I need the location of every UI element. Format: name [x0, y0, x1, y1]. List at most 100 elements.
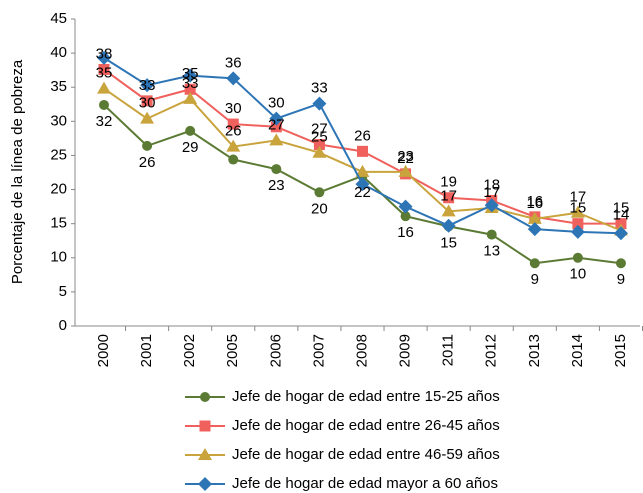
marker: [398, 199, 413, 214]
y-tick-label: 35: [50, 78, 67, 95]
legend-label: Jefe de hogar de edad entre 15-25 años: [232, 388, 500, 405]
marker: [199, 420, 211, 432]
data-label: 22: [354, 184, 371, 201]
marker: [570, 205, 585, 218]
marker: [185, 125, 196, 136]
data-label: 16: [526, 193, 543, 210]
data-label: 30: [139, 95, 156, 112]
x-tick-label: 2006: [267, 334, 284, 367]
data-label: 15: [440, 234, 457, 251]
marker: [270, 121, 282, 133]
data-label: 26: [354, 127, 371, 144]
data-label: 17: [570, 189, 587, 206]
marker: [228, 154, 239, 165]
marker: [200, 392, 210, 402]
marker: [312, 96, 327, 111]
marker: [227, 118, 239, 130]
marker: [356, 145, 368, 157]
data-label: 32: [96, 113, 113, 130]
marker: [400, 211, 411, 222]
y-tick-label: 45: [50, 10, 67, 27]
marker: [271, 164, 282, 175]
marker: [226, 71, 241, 86]
marker: [142, 140, 153, 151]
legend-label: Jefe de hogar de edad mayor a 60 años: [232, 475, 498, 492]
marker: [441, 218, 456, 233]
x-tick-label: 2002: [181, 334, 198, 367]
x-tick-label: 2009: [397, 334, 414, 367]
data-label: 26: [225, 123, 242, 140]
marker: [184, 83, 196, 95]
data-label: 35: [96, 65, 113, 82]
marker: [140, 78, 155, 93]
marker: [398, 164, 413, 177]
x-tick-label: 2000: [95, 334, 112, 367]
x-tick-label: 2005: [224, 334, 241, 367]
y-tick-label: 15: [50, 215, 67, 232]
y-tick-label: 10: [50, 249, 67, 266]
marker: [312, 145, 327, 158]
marker: [269, 133, 284, 146]
data-label: 14: [613, 206, 630, 223]
marker: [355, 177, 370, 192]
y-tick-label: 30: [50, 112, 67, 129]
data-label: 15: [570, 200, 587, 217]
marker: [183, 68, 198, 83]
data-label: 35: [182, 65, 199, 82]
marker: [183, 91, 198, 104]
legend-label: Jefe de hogar de edad entre 26-45 años: [232, 417, 500, 434]
marker: [99, 99, 109, 110]
data-label: 13: [483, 243, 500, 260]
data-label: 25: [311, 129, 328, 146]
marker: [141, 95, 153, 107]
y-tick-label: 40: [50, 44, 67, 61]
data-label: 20: [311, 200, 328, 217]
data-label: 30: [268, 95, 285, 112]
data-label: 19: [440, 174, 457, 191]
x-tick-label: 2015: [612, 334, 629, 367]
y-axis-label: Porcentaje de la línea de pobreza: [9, 59, 26, 284]
data-label: 17: [483, 184, 500, 201]
data-label: 29: [182, 139, 199, 156]
marker: [570, 224, 585, 239]
y-tick-label: 5: [59, 283, 67, 300]
marker: [226, 139, 241, 152]
marker: [527, 222, 542, 237]
marker: [613, 226, 628, 241]
data-label: 33: [311, 80, 328, 97]
marker: [527, 211, 542, 224]
data-label: 16: [397, 224, 414, 241]
data-label: 23: [268, 177, 285, 194]
data-label: 26: [139, 154, 156, 171]
data-label: 38: [96, 45, 113, 62]
marker: [140, 111, 155, 124]
marker: [355, 164, 370, 177]
x-tick-label: 2001: [138, 334, 155, 367]
marker: [486, 229, 497, 240]
marker: [313, 139, 325, 151]
marker: [97, 81, 111, 94]
marker: [441, 204, 456, 217]
marker: [314, 187, 325, 198]
x-tick-label: 2013: [526, 334, 543, 367]
data-label: 23: [397, 148, 414, 165]
marker: [97, 50, 111, 65]
marker: [198, 477, 212, 491]
marker: [529, 258, 540, 269]
data-label: 27: [268, 116, 285, 133]
marker: [484, 198, 499, 213]
data-label: 10: [570, 266, 587, 283]
x-tick-label: 2014: [569, 334, 586, 367]
marker: [572, 218, 584, 230]
x-tick-label: 2008: [353, 334, 370, 367]
marker: [269, 111, 284, 126]
series-line: [103, 87, 622, 232]
data-label: 9: [617, 271, 625, 288]
data-label: 9: [531, 271, 539, 288]
x-tick-label: 2007: [310, 334, 327, 367]
marker: [98, 63, 110, 75]
marker: [615, 258, 626, 269]
marker: [572, 252, 583, 263]
x-tick-label: 2011: [440, 334, 457, 366]
